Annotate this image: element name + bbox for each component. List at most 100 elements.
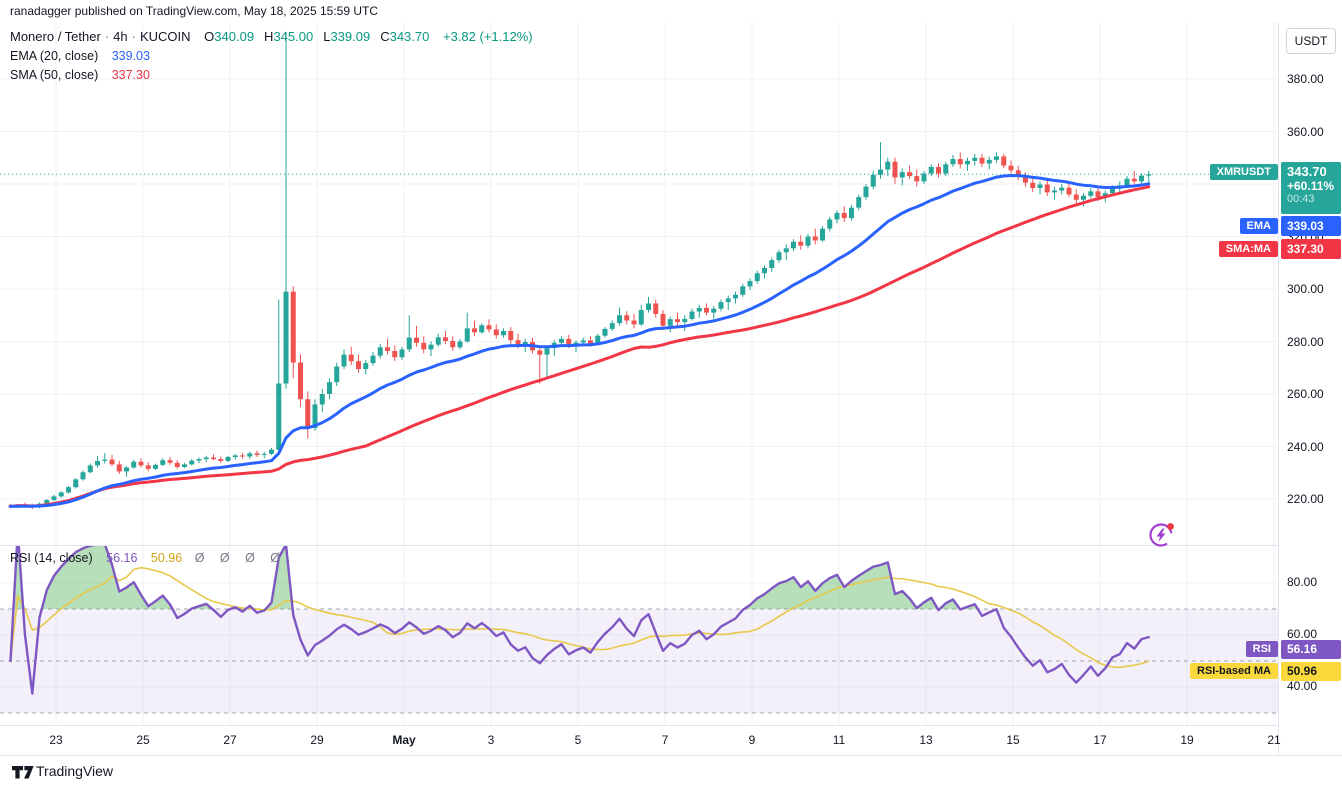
candle: [1124, 178, 1130, 186]
candle: [58, 492, 64, 497]
candle: [356, 361, 361, 370]
candle: [116, 464, 122, 472]
rsi-tick-label: 80.00: [1287, 575, 1318, 589]
sma-legend-label[interactable]: SMA (50, close): [10, 68, 99, 82]
candle: [979, 157, 985, 164]
candle: [370, 355, 376, 364]
candle: [972, 157, 978, 161]
candle: [928, 166, 934, 174]
rsi-ma-line: [9, 566, 1150, 669]
rsi-overbought-fill: [13, 546, 24, 609]
candle: [44, 500, 50, 504]
candle: [232, 455, 238, 457]
tradingview-logo[interactable]: [11, 765, 35, 780]
interval-label[interactable]: 4h: [113, 29, 128, 44]
candle: [646, 303, 651, 310]
candle: [682, 318, 688, 323]
ema-legend-row: EMA (20, close) 339.03: [10, 49, 150, 63]
candle: [464, 328, 470, 342]
candle: [479, 325, 485, 333]
rsi-pane[interactable]: [0, 545, 1278, 726]
candle: [892, 161, 898, 178]
candle: [145, 465, 151, 469]
candle: [363, 363, 369, 370]
candle: [798, 241, 804, 246]
footer-bar: TradingView: [0, 755, 1342, 787]
alert-dot: [1167, 523, 1174, 530]
candle: [290, 291, 296, 363]
candle: [943, 164, 949, 174]
rsi-value-badge: 56.16: [1281, 640, 1341, 659]
candle: [631, 320, 637, 325]
sma-price-badge: 337.30: [1281, 239, 1341, 259]
price-tick-label: 240.00: [1287, 439, 1324, 454]
price-tick-label: 220.00: [1287, 492, 1324, 506]
candle: [776, 252, 782, 261]
candle: [182, 464, 187, 467]
brand-name[interactable]: TradingView: [36, 763, 114, 779]
candle: [1102, 193, 1108, 198]
candle: [602, 328, 608, 336]
ema-legend-label[interactable]: EMA (20, close): [10, 49, 99, 63]
time-tick-label: May: [392, 733, 416, 747]
candle: [203, 457, 209, 460]
price-tick-label: 280.00: [1287, 334, 1324, 349]
candle: [138, 461, 144, 466]
rsi-line: [9, 546, 1151, 695]
candle: [841, 212, 847, 219]
candle: [718, 302, 724, 309]
candle: [319, 394, 325, 405]
candle: [298, 362, 303, 400]
candle: [725, 298, 731, 303]
price-tick-label: 380.00: [1287, 72, 1324, 86]
price-pane[interactable]: [0, 22, 1278, 545]
rsi-value-label: RSI: [1245, 641, 1278, 657]
candle: [783, 248, 789, 253]
candle: [1073, 194, 1079, 200]
candle: [160, 460, 166, 465]
candle: [638, 310, 644, 325]
candle: [51, 496, 57, 501]
candle: [254, 453, 260, 455]
ema-line: [9, 174, 1151, 508]
currency-toggle-button[interactable]: USDT: [1286, 28, 1336, 54]
ohlc-value: L339.09: [323, 29, 371, 44]
last-price-badge: 343.70 +60.11% 00:43: [1281, 162, 1341, 214]
change-value: +3.82 (+1.12%): [442, 29, 533, 44]
candle: [689, 311, 695, 319]
candle: [1052, 190, 1057, 193]
time-tick-label: 19: [1180, 733, 1194, 747]
rsi-placeholder-values: Ø Ø Ø Ø: [194, 551, 286, 565]
candle: [733, 294, 738, 299]
rsi-overbought-fill: [744, 562, 938, 609]
ohlc-value: C343.70: [380, 29, 430, 44]
ema-price-label: EMA: [1239, 218, 1278, 234]
candle: [450, 340, 456, 348]
time-tick-label: 23: [49, 733, 63, 747]
rsi-ma-value-label: RSI-based MA: [1190, 663, 1278, 679]
candle: [849, 207, 854, 219]
time-tick-label: 7: [661, 733, 669, 747]
candle: [675, 319, 680, 323]
candle: [950, 159, 956, 165]
candle: [486, 325, 492, 330]
time-axis[interactable]: 23 25 27 29 May 3 5 7 9 11 13 15 17 19 21: [0, 725, 1281, 756]
time-tick-label: 15: [1006, 733, 1020, 747]
rsi-legend-label[interactable]: RSI (14, close): [10, 551, 93, 565]
boost-flash-icon[interactable]: [1146, 518, 1178, 550]
candle: [762, 268, 767, 274]
price-tick-label: 260.00: [1287, 387, 1324, 401]
candle: [566, 338, 572, 346]
candle: [580, 340, 586, 343]
rsi-ma-value-badge: 50.96: [1281, 662, 1341, 681]
price-axis[interactable]: USDT 343.70 +60.11% 00:43 339.03 337.30 …: [1278, 22, 1342, 755]
candle: [1015, 170, 1021, 177]
symbol-title[interactable]: Monero / Tether: [10, 29, 101, 44]
ohlc-value: O340.09: [204, 29, 255, 44]
price-tick-label: 360.00: [1287, 124, 1324, 139]
candle: [696, 307, 702, 312]
candle: [124, 467, 129, 472]
candle: [805, 236, 811, 246]
candle: [421, 342, 427, 350]
